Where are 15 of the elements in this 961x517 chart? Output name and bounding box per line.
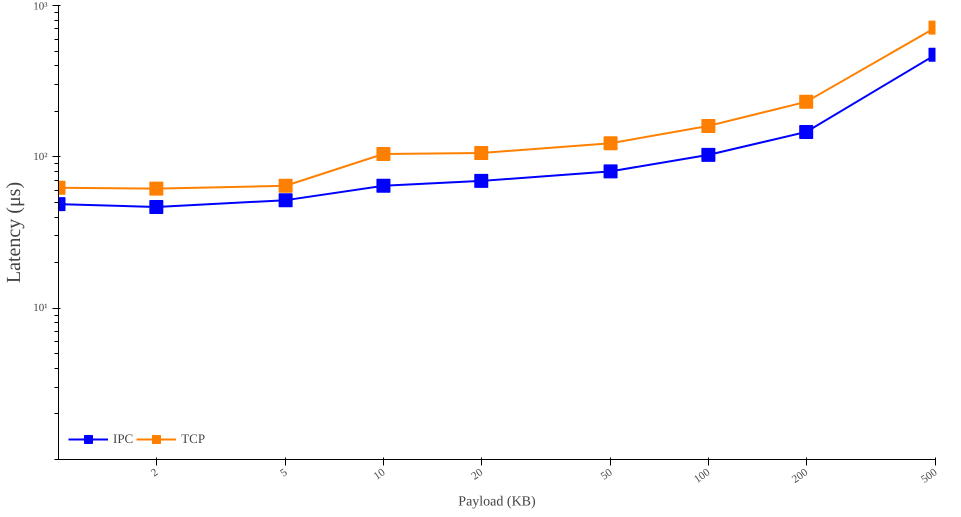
x-tick-label: 100 <box>692 466 713 486</box>
y-axis-title: Latency (μs) <box>3 182 26 284</box>
y-tick-label: 10¹ <box>33 302 48 314</box>
x-tick-label: 50 <box>598 466 615 483</box>
x-tick-label: 10 <box>372 466 388 483</box>
legend-label: TCP <box>181 431 206 447</box>
x-tick-label: 5 <box>278 466 290 480</box>
x-axis-title: Payload (KB) <box>458 494 536 510</box>
y-tick-label: 10² <box>33 150 48 163</box>
x-tick-label: 20 <box>469 466 486 483</box>
x-tick-label: 200 <box>790 466 811 486</box>
x-tick-label: 500 <box>919 466 940 486</box>
x-tick-label: 2 <box>148 466 160 480</box>
legend-label: IPC <box>113 431 134 447</box>
y-tick-label: 10³ <box>33 0 48 12</box>
